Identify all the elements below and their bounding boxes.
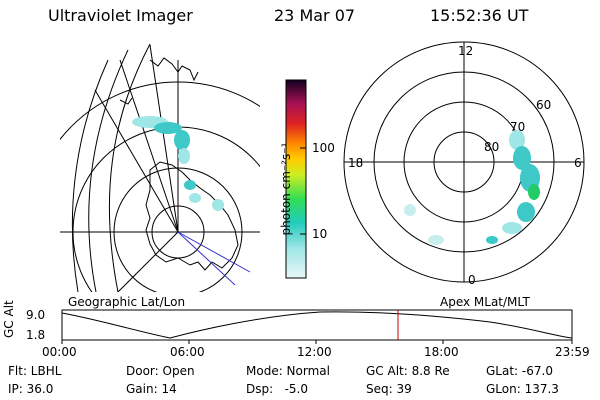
coastline: [119, 97, 133, 105]
timeline-ytick-bottom: 1.8: [26, 328, 46, 342]
mlt-label-18: 18: [348, 156, 364, 170]
ip-status: IP: 36.0: [8, 382, 54, 396]
colorbar-tick-10: 10: [312, 227, 328, 241]
gain-status: Gain: 14: [126, 382, 177, 396]
timeline-xtick: 00:00: [42, 345, 77, 359]
coastline: [149, 57, 199, 82]
instrument-title: Ultraviolet Imager: [48, 6, 193, 25]
seq-status: Seq: 39: [366, 382, 412, 396]
timeline-xtick: 23:59: [555, 345, 590, 359]
colorbar-tick-100: 100: [312, 141, 335, 155]
time-label: 15:52:36 UT: [430, 6, 529, 25]
filter-status: Flt: LBHL: [8, 364, 62, 378]
mlt-label-12: 12: [458, 44, 474, 58]
mode-status: Mode: Normal: [246, 364, 330, 378]
aurora-oval-right: [404, 130, 540, 245]
glat-status: GLat: -67.0: [486, 364, 553, 378]
timeline-xtick: 12:00: [297, 345, 332, 359]
date-label: 23 Mar 07: [274, 6, 356, 25]
glon-status: GLon: 137.3: [486, 382, 559, 396]
meridian-line: [177, 231, 251, 273]
aurora-oval-left: [132, 116, 224, 211]
mlat-label-70: 70: [510, 120, 526, 134]
timeline-frame: [61, 309, 573, 341]
mlat-label-60: 60: [536, 98, 552, 112]
dsp-status: Dsp: -5.0: [246, 382, 309, 396]
altitude-curve: [61, 311, 573, 339]
timeline-ylabel: GC Alt: [2, 300, 16, 338]
mlt-label-0: 0: [468, 273, 476, 287]
timeline-ytick-top: 9.0: [26, 308, 46, 322]
mlat-label-80: 80: [484, 140, 500, 154]
right-panel-caption: Apex MLat/MLT: [440, 295, 530, 309]
left-panel-caption: Geographic Lat/Lon: [68, 295, 186, 309]
door-status: Door: Open: [126, 364, 195, 378]
timeline-xtick: 06:00: [170, 345, 205, 359]
colorbar-gradient: [285, 79, 307, 279]
mlt-label-6: 6: [574, 156, 582, 170]
timeline-xtick: 18:00: [424, 345, 459, 359]
gc-alt-status: GC Alt: 8.8 Re: [366, 364, 450, 378]
